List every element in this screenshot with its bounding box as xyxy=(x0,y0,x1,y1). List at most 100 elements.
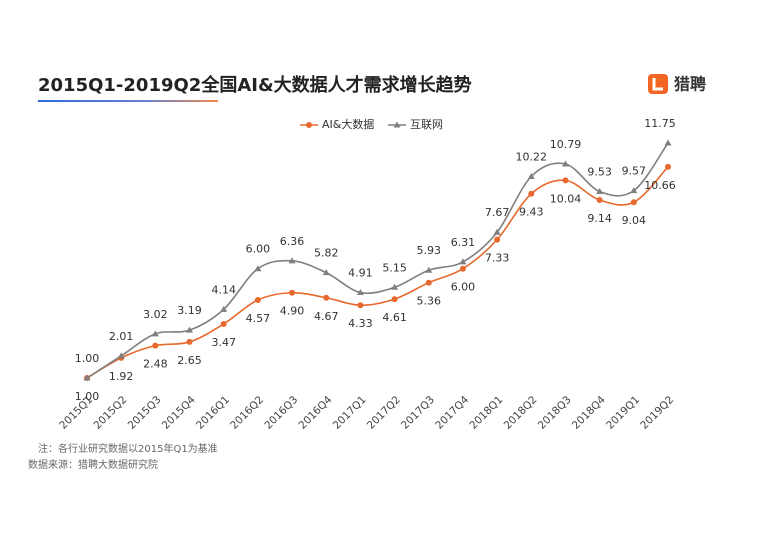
point xyxy=(186,338,193,345)
data-label: 10.66 xyxy=(644,179,676,192)
data-label: 6.00 xyxy=(451,281,476,294)
point xyxy=(306,122,312,128)
data-label: 7.67 xyxy=(485,206,510,219)
x-tick-label: 2017Q4 xyxy=(433,394,471,432)
x-tick-label: 2018Q3 xyxy=(536,394,574,432)
x-tick-label: 2016Q2 xyxy=(228,394,266,432)
point xyxy=(665,163,671,170)
note: 注：各行业研究数据以2015年Q1为基准 xyxy=(38,442,218,455)
point xyxy=(254,265,262,272)
point xyxy=(630,187,638,194)
data-label: 2.65 xyxy=(177,354,202,367)
point xyxy=(356,289,364,296)
point xyxy=(151,330,159,337)
point xyxy=(391,283,399,290)
data-label: 6.31 xyxy=(451,236,476,249)
data-label: 4.90 xyxy=(280,305,305,318)
point xyxy=(459,258,467,265)
data-label: 1.92 xyxy=(109,370,134,383)
source: 数据来源：猎聘大数据研究院 xyxy=(28,458,158,471)
data-label: 2.48 xyxy=(143,358,168,371)
data-label: 4.91 xyxy=(348,267,373,280)
point xyxy=(220,321,227,328)
x-tick-label: 2018Q1 xyxy=(467,394,505,432)
point xyxy=(254,296,261,303)
chart-title: 2015Q1-2019Q2全国AI&大数据人才需求增长趋势 xyxy=(38,74,472,96)
point xyxy=(527,172,535,179)
data-label: 5.82 xyxy=(314,247,339,260)
title-underline xyxy=(38,100,218,102)
point xyxy=(83,374,91,381)
x-tick-label: 2018Q2 xyxy=(502,394,540,432)
data-label: 5.36 xyxy=(417,295,442,308)
data-label: 9.14 xyxy=(587,212,612,225)
x-tick-label: 2016Q3 xyxy=(262,394,300,432)
data-label: 2.01 xyxy=(109,330,134,343)
point xyxy=(391,296,398,303)
point xyxy=(322,269,330,276)
data-label: 9.53 xyxy=(587,166,612,179)
data-label: 6.36 xyxy=(280,235,305,248)
data-label: 7.33 xyxy=(485,252,510,265)
logo-icon xyxy=(648,74,668,94)
point xyxy=(459,265,466,272)
legend-label: 互联网 xyxy=(410,118,443,131)
point xyxy=(152,342,159,349)
x-tick-label: 2015Q3 xyxy=(126,394,164,432)
data-label: 1.00 xyxy=(75,352,100,365)
point xyxy=(288,257,296,264)
x-tick-label: 2018Q4 xyxy=(570,394,608,432)
data-label: 9.04 xyxy=(622,214,647,227)
x-tick-label: 2015Q4 xyxy=(160,394,198,432)
data-label: 1.00 xyxy=(75,390,100,403)
point xyxy=(425,279,432,286)
point xyxy=(323,294,330,301)
x-tick-label: 2016Q4 xyxy=(297,394,335,432)
data-label: 5.15 xyxy=(382,261,407,274)
data-label: 6.00 xyxy=(246,243,271,256)
data-label: 9.57 xyxy=(622,165,647,178)
logo-text: 猎聘 xyxy=(674,75,706,94)
x-tick-label: 2017Q1 xyxy=(331,394,369,432)
point xyxy=(664,139,672,146)
point xyxy=(596,197,603,204)
data-label: 11.75 xyxy=(644,117,676,130)
point xyxy=(596,188,604,195)
x-tick-label: 2017Q3 xyxy=(399,394,437,432)
data-label: 9.43 xyxy=(519,206,544,219)
x-tick-label: 2019Q1 xyxy=(604,394,642,432)
data-label: 10.22 xyxy=(516,150,548,163)
logo-icon-l xyxy=(652,78,663,91)
data-label: 4.33 xyxy=(348,317,373,330)
point xyxy=(357,302,364,309)
point xyxy=(289,289,296,296)
data-label: 10.04 xyxy=(550,192,582,205)
point xyxy=(493,228,501,235)
point xyxy=(528,190,535,197)
point xyxy=(561,160,569,167)
point xyxy=(425,266,433,273)
data-label: 5.93 xyxy=(417,244,442,257)
x-tick-label: 2017Q2 xyxy=(365,394,403,432)
point xyxy=(220,305,228,312)
legend-label: AI&大数据 xyxy=(322,117,374,131)
x-tick-label: 2016Q1 xyxy=(194,394,232,432)
data-label: 3.47 xyxy=(211,336,236,349)
x-tick-label: 2019Q2 xyxy=(638,394,676,432)
point xyxy=(186,326,194,333)
data-label: 10.79 xyxy=(550,138,582,151)
data-label: 3.02 xyxy=(143,308,168,321)
point xyxy=(393,121,401,128)
data-label: 4.61 xyxy=(382,311,407,324)
line xyxy=(86,142,669,379)
point xyxy=(494,236,501,243)
point xyxy=(117,352,125,359)
data-label: 4.67 xyxy=(314,310,339,323)
data-label: 3.19 xyxy=(177,304,202,317)
point xyxy=(630,199,637,206)
data-label: 4.57 xyxy=(246,312,271,325)
data-label: 4.14 xyxy=(211,283,236,296)
point xyxy=(562,177,569,184)
